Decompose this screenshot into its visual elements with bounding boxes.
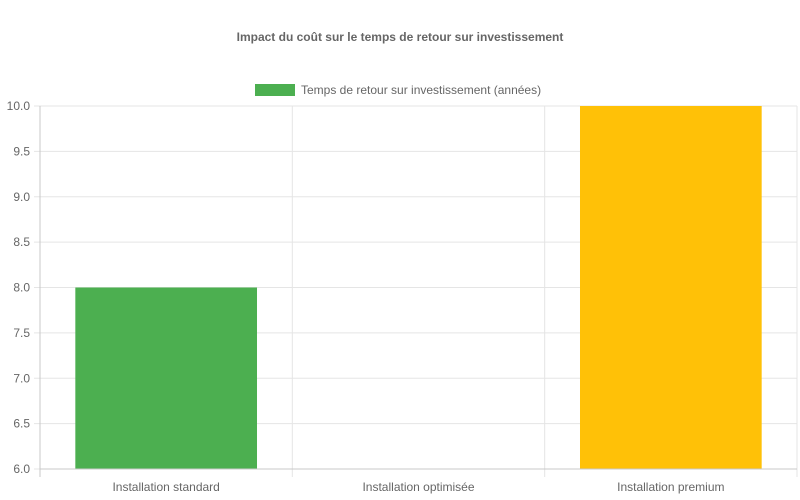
x-tick-label: Installation standard xyxy=(112,480,219,494)
y-tick-label: 9.5 xyxy=(13,144,30,158)
bar[interactable] xyxy=(579,106,762,469)
legend[interactable]: Temps de retour sur investissement (anné… xyxy=(255,83,541,97)
y-tick-label: 8.0 xyxy=(13,281,30,295)
y-tick-label: 7.0 xyxy=(13,371,30,385)
y-tick-label: 9.0 xyxy=(13,190,30,204)
x-axis-ticks: Installation standard Installation optimi… xyxy=(112,480,724,494)
axes xyxy=(39,106,797,477)
y-axis-ticks: 10.0 9.5 9.0 8.5 8.0 7.5 7.0 6.5 6.0 xyxy=(7,99,31,476)
y-tick-label: 6.5 xyxy=(13,417,30,431)
x-tick-label: Installation premium xyxy=(617,480,724,494)
bars xyxy=(75,106,762,470)
chart-title: Impact du coût sur le temps de retour su… xyxy=(237,30,564,44)
y-tick-label: 6.0 xyxy=(13,462,30,476)
legend-label: Temps de retour sur investissement (anné… xyxy=(301,83,541,97)
legend-swatch xyxy=(255,84,295,96)
y-tick-label: 7.5 xyxy=(13,326,30,340)
y-tick-label: 10.0 xyxy=(7,99,31,113)
bar[interactable] xyxy=(75,287,258,470)
x-tick-label: Installation optimisée xyxy=(362,480,474,494)
y-tick-label: 8.5 xyxy=(13,235,30,249)
